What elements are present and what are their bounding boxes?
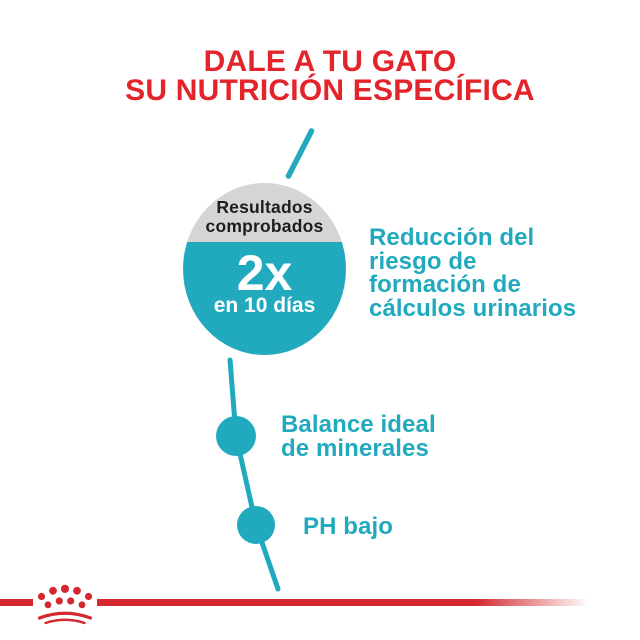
badge-label-line1: Resultados bbox=[216, 197, 313, 217]
footer-rule-left bbox=[0, 599, 33, 606]
footer-rule-right bbox=[97, 599, 594, 606]
badge-label-line2: comprobados bbox=[205, 215, 324, 236]
page-title-line1: DALE A TU GATO bbox=[203, 45, 457, 78]
benefit-low-ph: PH bajo bbox=[303, 513, 394, 540]
badge-value: 2x bbox=[236, 245, 293, 301]
bullet-dot-ph bbox=[237, 506, 275, 544]
page-title-line2: SU NUTRICIÓN ESPECÍFICA bbox=[125, 74, 535, 107]
benefit-mineral-balance: Balance ideal de minerales bbox=[281, 411, 436, 462]
royal-canin-crown-icon bbox=[37, 584, 93, 625]
bullet-dot-minerals bbox=[216, 416, 256, 456]
thread-top-segment bbox=[285, 128, 315, 179]
results-badge: Resultados comprobados 2x en 10 días bbox=[183, 183, 346, 355]
page-title: DALE A TU GATO SU NUTRICIÓN ESPECÍFICA bbox=[10, 45, 640, 107]
badge-subtitle: en 10 días bbox=[213, 294, 316, 317]
badge-label: Resultados comprobados bbox=[183, 198, 346, 235]
benefit-urinary-stones: Reducción del riesgo de formación de cál… bbox=[369, 224, 577, 322]
thread-lower-segment bbox=[227, 357, 281, 592]
